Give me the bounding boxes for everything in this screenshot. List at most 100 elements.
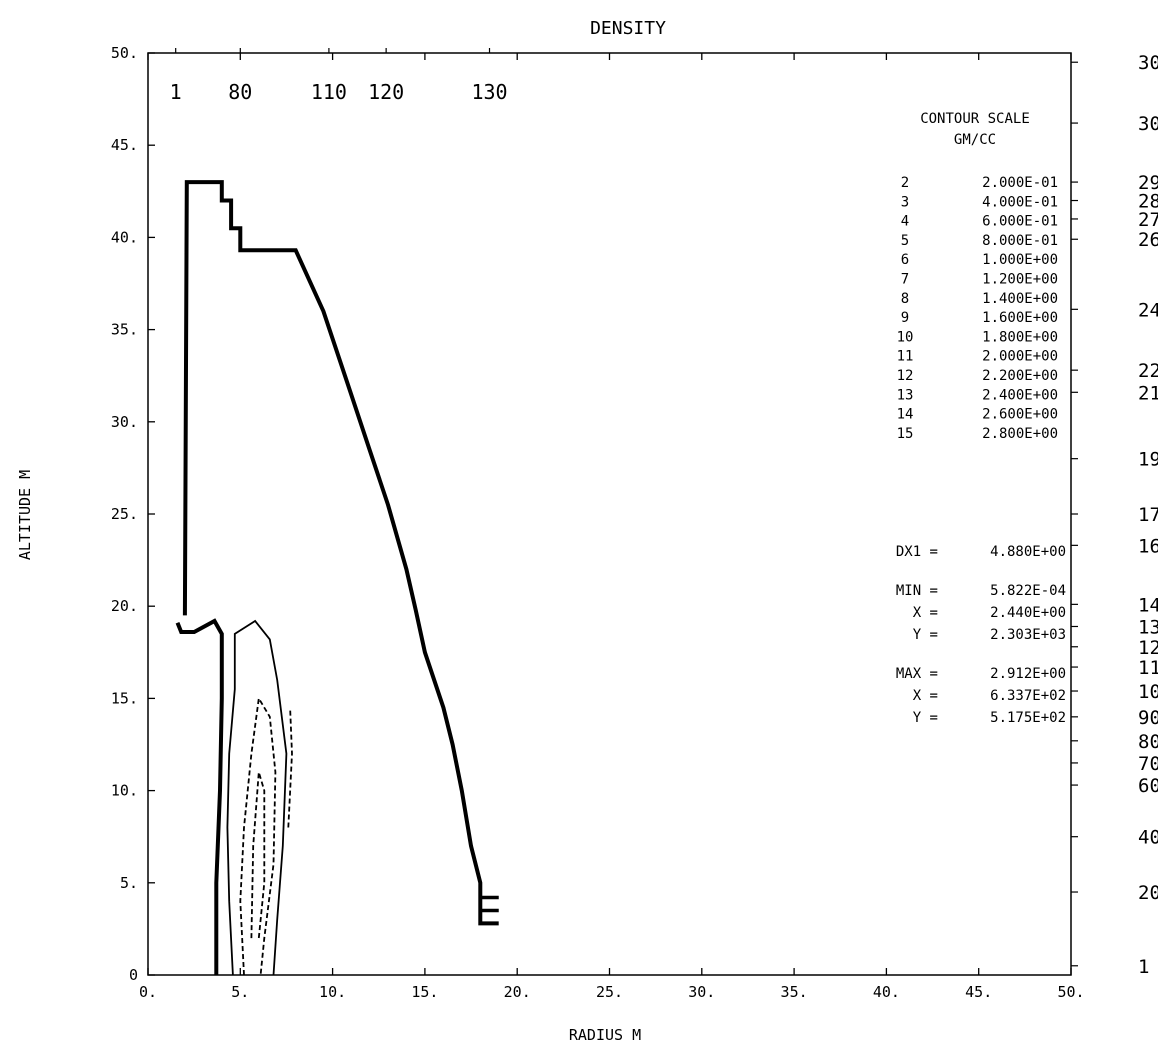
contour-scale-title: CONTOUR SCALE [920,111,1030,127]
contour-scale-legend: CONTOUR SCALE GM/CC 2 2.000E-01 3 4.000E-01… [896,111,1066,726]
x-tick-label: 15. [411,983,438,1001]
contour-level-value: 6.000E-01 [982,214,1058,230]
contour-level-index: 4 [901,214,909,230]
y-axis-label: ALTITUDE M [16,470,34,560]
y-tick-label: 0 [129,966,138,984]
y-tick-label: 25. [111,505,138,523]
contour-levels: 2 2.000E-01 3 4.000E-01 4 6.000E-01 5 8.000E-01… [897,175,1058,442]
x-axis-ticks: 0. 5. 10. 15. 20. 25. 30. 35. 40. 45. 50. [139,53,1085,1001]
contour-level-index: 11 [897,349,914,365]
right-index-label: 100 [1138,681,1158,703]
contour-level-value: 8.000E-01 [982,233,1058,249]
right-index-label: 80 [1138,731,1158,753]
contour-level-value: 2.200E+00 [982,368,1058,384]
top-index-label: 120 [368,80,404,104]
y-tick-label: 40. [111,228,138,246]
outer-density-contour [182,180,499,926]
x-tick-label: 40. [873,983,900,1001]
contour-level-index: 5 [901,233,909,249]
right-index-label: 270 [1138,209,1158,231]
x-tick-label: 10. [319,983,346,1001]
contour-level-index: 14 [897,407,914,423]
top-index-labels: 1 80 110 120 130 [170,48,508,104]
right-index-label: 140 [1138,594,1158,616]
right-index-label: 1 [1138,956,1149,978]
y-tick-label: 45. [111,136,138,154]
y-tick-label: 20. [111,597,138,615]
right-index-label: 60 [1138,775,1158,797]
inner-density-contour [239,695,277,976]
chart-title: DENSITY [590,18,666,39]
plot-frame [147,52,1072,976]
x-tick-label: 25. [596,983,623,1001]
stat-value: 5.175E+02 [990,710,1066,726]
top-index-label: 110 [311,80,347,104]
contour-level-value: 1.800E+00 [982,329,1058,345]
x-tick-label: 30. [688,983,715,1001]
contour-level-value: 2.600E+00 [982,407,1058,423]
x-tick-label: 0. [139,983,157,1001]
y-tick-label: 50. [111,44,138,62]
top-index-label: 1 [170,80,182,104]
y-tick-label: 15. [111,689,138,707]
contour-scale-unit: GM/CC [954,132,996,148]
right-index-label: 303 [1138,52,1158,74]
top-index-label: 80 [228,80,252,104]
contour-level-value: 2.400E+00 [982,387,1058,403]
contour-level-index: 6 [901,252,909,268]
stat-label: X = [913,688,938,704]
contour-stats: DX1 = 4.880E+00 MIN = 5.822E-04 X = 2.440E+00… [896,544,1066,726]
contour-level-index: 15 [897,426,914,442]
right-index-label: 20 [1138,882,1158,904]
right-index-label: 260 [1138,229,1158,251]
right-index-label: 160 [1138,535,1158,557]
contour-level-value: 1.400E+00 [982,291,1058,307]
contour-level-index: 3 [901,194,909,210]
x-tick-label: 50. [1057,983,1084,1001]
contour-level-value: 1.200E+00 [982,272,1058,288]
x-tick-label: 20. [504,983,531,1001]
stat-value: 2.440E+00 [990,605,1066,621]
right-index-label: 290 [1138,172,1158,194]
stat-value: 5.822E-04 [990,583,1066,599]
contour-level-index: 9 [901,310,909,326]
x-tick-label: 35. [781,983,808,1001]
stat-label: X = [913,605,938,621]
stat-label: Y = [913,627,938,643]
density-contours [175,180,499,976]
stat-label: DX1 = [896,544,938,560]
stat-value: 6.337E+02 [990,688,1066,704]
x-axis-label: RADIUS M [569,1026,641,1044]
contour-level-index: 2 [901,175,909,191]
stat-value: 4.880E+00 [990,544,1066,560]
stat-label: MIN = [896,583,938,599]
right-index-label: 190 [1138,449,1158,471]
contour-level-index: 8 [901,291,909,307]
right-index-label: 40 [1138,827,1158,849]
y-tick-label: 35. [111,321,138,339]
contour-level-index: 7 [901,272,909,288]
stat-value: 2.303E+03 [990,627,1066,643]
contour-level-index: 13 [897,387,914,403]
stat-label: MAX = [896,666,938,682]
right-index-label: 70 [1138,753,1158,775]
right-index-label: 90 [1138,707,1158,729]
stat-label: Y = [913,710,938,726]
plot-border [147,52,1072,976]
contour-level-value: 2.000E+00 [982,349,1058,365]
inner-density-contour [250,771,266,939]
right-index-label: 220 [1138,360,1158,382]
contour-level-index: 12 [897,368,914,384]
stat-value: 2.912E+00 [990,666,1066,682]
right-index-label: 240 [1138,299,1158,321]
inner-density-contour [226,619,288,976]
top-index-label: 130 [471,80,507,104]
y-axis-ticks: 0 5. 10. 15. 20. 25. 30. 35. 40. 45. 50. [111,44,155,984]
right-index-label: 170 [1138,504,1158,526]
x-tick-label: 5. [231,983,249,1001]
y-tick-label: 10. [111,782,138,800]
contour-level-value: 4.000E-01 [982,194,1058,210]
inner-density-contour [175,618,224,975]
contour-level-value: 1.000E+00 [982,252,1058,268]
